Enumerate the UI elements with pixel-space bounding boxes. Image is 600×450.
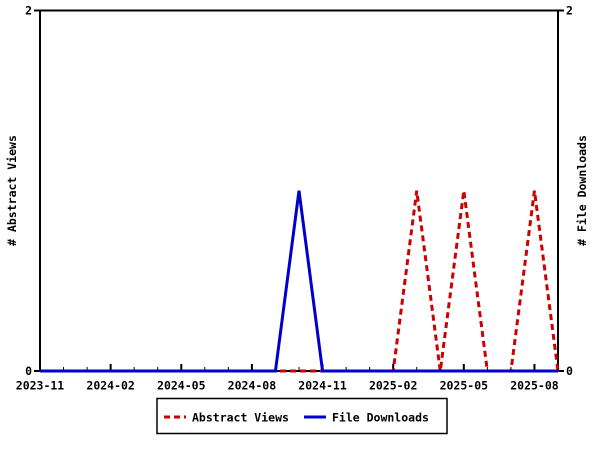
y-tick-label-left: 2 [25, 4, 32, 18]
y-axis-label-left: # Abstract Views [5, 135, 19, 246]
x-tick-label: 2024-05 [157, 379, 206, 393]
x-tick-label: 2025-08 [510, 379, 559, 393]
series-lines [40, 190, 560, 373]
file-downloads-line [40, 190, 558, 373]
x-tick-label: 2023-11 [16, 379, 65, 393]
x-tick-label: 2024-08 [228, 379, 277, 393]
y-tick-label-left: 0 [25, 364, 32, 378]
y-tick-label-right: 2 [566, 4, 573, 18]
x-tick-label: 2024-11 [298, 379, 347, 393]
y-tick-label-right: 0 [566, 364, 573, 378]
y-axis-tick-labels: 0 0 2 2 [25, 4, 573, 379]
y-axis-label-right: # File Downloads [575, 135, 589, 246]
legend-box [156, 397, 448, 435]
legend: Abstract Views File Downloads [156, 397, 448, 435]
file-downloads-legend-label: File Downloads [332, 411, 429, 425]
y-axis-ticks [34, 9, 564, 372]
x-tick-label: 2025-02 [369, 379, 417, 393]
x-tick-label: 2025-05 [440, 379, 489, 393]
x-tick-label: 2024-02 [86, 379, 134, 393]
x-axis-tick-labels: 2023-11 2024-02 2024-05 2024-08 2024-11 2025-… [16, 379, 559, 393]
abstract-views-legend-label: Abstract Views [192, 411, 289, 425]
